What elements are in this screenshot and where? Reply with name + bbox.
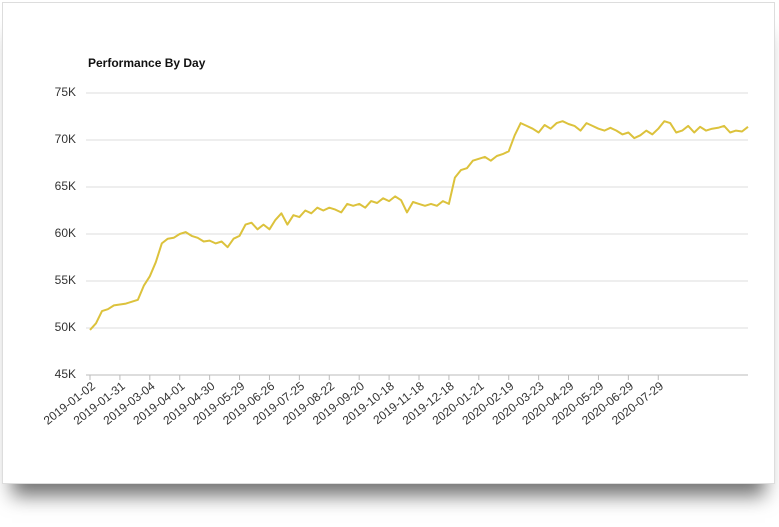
y-tick-label: 75K	[55, 85, 76, 99]
y-tick-label: 45K	[55, 367, 76, 381]
y-tick-label: 50K	[55, 320, 76, 334]
chart-title: Performance By Day	[88, 56, 206, 70]
chart-card	[2, 2, 775, 484]
y-tick-label: 55K	[55, 273, 76, 287]
data-line	[89, 120, 749, 331]
y-tick-label: 60K	[55, 226, 76, 240]
y-tick-label: 70K	[55, 132, 76, 146]
y-tick-label: 65K	[55, 179, 76, 193]
